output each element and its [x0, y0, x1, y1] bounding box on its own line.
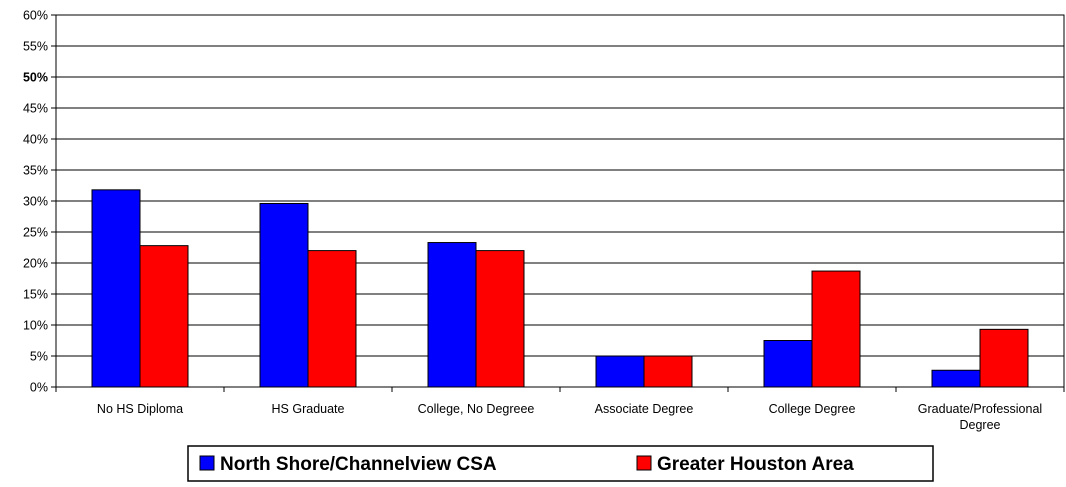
y-tick-label: 35%	[23, 164, 48, 178]
x-category-label: College Degree	[769, 402, 856, 416]
x-category-label: Associate Degree	[595, 402, 694, 416]
y-tick-label: 30%	[23, 195, 48, 209]
bar-greater-houston	[643, 355, 693, 388]
x-category-label: College, No Degreee	[418, 402, 535, 416]
bar-north-shore	[427, 242, 477, 388]
legend-label-greater-houston: Greater Houston Area	[657, 454, 854, 475]
x-category-label: No HS Diploma	[97, 402, 183, 416]
x-category-label: HS Graduate	[272, 402, 345, 416]
legend-swatch-greater-houston	[636, 455, 652, 471]
bar-north-shore	[931, 369, 981, 388]
y-tick-label: 15%	[23, 288, 48, 302]
legend-swatch-north-shore	[199, 455, 215, 471]
bar-north-shore	[595, 355, 645, 388]
y-tick-label: 20%	[23, 257, 48, 271]
y-tick-label: 0%	[30, 381, 48, 395]
legend-box	[187, 445, 934, 482]
y-tick-label: 40%	[23, 133, 48, 147]
bar-greater-houston	[139, 245, 189, 388]
bar-greater-houston	[475, 250, 525, 388]
bar-north-shore	[763, 340, 813, 388]
y-tick-label: 10%	[23, 319, 48, 333]
x-category-label: Graduate/Professional Degree	[918, 402, 1042, 432]
y-tick-label: 60%	[23, 9, 48, 23]
y-tick-label: 50%	[23, 71, 48, 85]
legend-label-north-shore: North Shore/Channelview CSA	[220, 454, 497, 475]
y-tick-label: 25%	[23, 226, 48, 240]
bar-greater-houston	[979, 328, 1029, 388]
bar-north-shore	[259, 202, 309, 388]
bar-greater-houston	[811, 270, 861, 388]
y-tick-label: 5%	[30, 350, 48, 364]
bar-north-shore	[91, 189, 141, 388]
y-tick-label: 45%	[23, 102, 48, 116]
bar-greater-houston	[307, 250, 357, 388]
y-tick-label: 55%	[23, 40, 48, 54]
